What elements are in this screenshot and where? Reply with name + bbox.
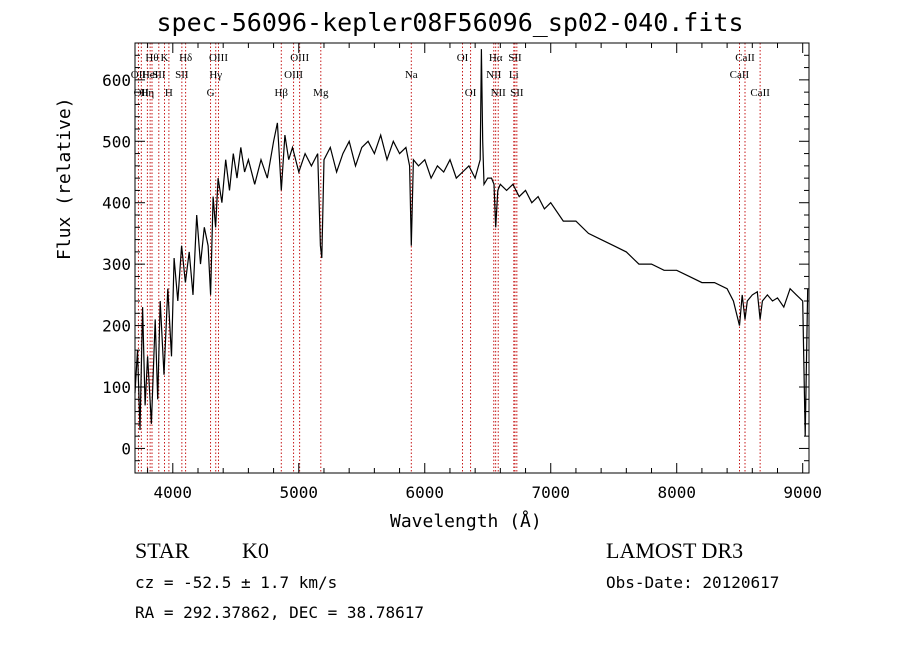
- line-label: G: [207, 87, 215, 99]
- line-label: H: [165, 87, 173, 99]
- spectral-line-markers: [137, 43, 761, 473]
- line-label: Hγ: [209, 69, 222, 81]
- line-label: OII: [134, 87, 150, 99]
- line-label: SII: [510, 87, 524, 99]
- x-tick-label: 8000: [657, 483, 696, 502]
- y-tick-label: 300: [102, 255, 131, 274]
- chart-title: spec-56096-kepler08F56096_sp02-040.fits: [156, 8, 744, 37]
- y-tick-label: 500: [102, 132, 131, 151]
- y-axis-label: Flux (relative): [54, 97, 75, 260]
- redshift-velocity: cz = -52.5 ± 1.7 km/s: [135, 573, 338, 592]
- survey-name: LAMOST DR3: [606, 538, 744, 563]
- y-axis: 0 100 200 300 400 500 600: [102, 54, 809, 462]
- x-tick-label: 9000: [783, 483, 822, 502]
- line-label: SII: [508, 52, 522, 64]
- line-label: Hδ: [179, 52, 192, 64]
- line-label: Li: [509, 69, 519, 81]
- y-tick-label: 600: [102, 71, 131, 90]
- line-label: K: [161, 52, 169, 64]
- x-axis: 4000 5000 6000 7000 8000 9000: [147, 43, 822, 502]
- line-label: CaII: [730, 69, 750, 81]
- spectrum-line: [134, 49, 809, 437]
- line-label: Na: [405, 69, 418, 81]
- object-class: STAR: [135, 538, 190, 563]
- line-label: SII: [152, 69, 166, 81]
- line-label: NII: [491, 87, 507, 99]
- line-label: HeI: [142, 69, 159, 81]
- spectral-subclass: K0: [242, 538, 269, 563]
- x-tick-label: 5000: [280, 483, 319, 502]
- line-label: OIII: [284, 69, 303, 81]
- y-tick-label: 200: [102, 317, 131, 336]
- y-tick-label: 400: [102, 194, 131, 213]
- line-label: CaII: [750, 87, 770, 99]
- line-label: OI: [465, 87, 477, 99]
- line-label: SII: [175, 69, 189, 81]
- line-label: NII: [486, 69, 502, 81]
- line-label: Hθ: [145, 52, 158, 64]
- line-label: Hη: [140, 87, 154, 99]
- line-label: OI: [457, 52, 469, 64]
- line-label: OIII: [290, 52, 309, 64]
- y-tick-label: 100: [102, 378, 131, 397]
- y-tick-label: 0: [121, 439, 131, 458]
- line-label: Hβ: [274, 87, 288, 99]
- line-label: Hα: [489, 52, 503, 64]
- x-axis-label: Wavelength (Å): [390, 511, 542, 532]
- plot-frame: [134, 42, 810, 474]
- x-tick-label: 6000: [405, 483, 444, 502]
- spectral-line-labels: OIIOIIHηHeIHθSIIKHSIIHδGHγOIIIHβOIIIOIII…: [131, 52, 770, 99]
- coordinates: RA = 292.37862, DEC = 38.78617: [135, 603, 424, 622]
- observation-date: Obs-Date: 20120617: [606, 573, 780, 592]
- x-tick-label: 4000: [154, 483, 193, 502]
- line-label: Mg: [313, 87, 329, 99]
- line-label: OIII: [209, 52, 228, 64]
- x-tick-label: 7000: [531, 483, 570, 502]
- line-label: CaII: [735, 52, 755, 64]
